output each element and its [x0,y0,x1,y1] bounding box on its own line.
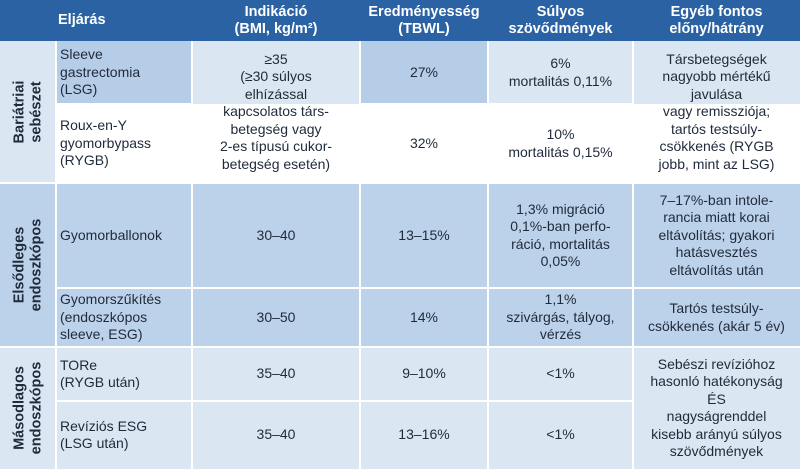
divider-tore-revesg [56,400,633,402]
divider-bariatric [0,182,800,184]
bariatric-other: Társbetegségek nagyobb mértékű javulása … [633,41,800,183]
divider-lsg-rygb-mid [360,103,633,105]
balloon-procedure: Gyomorballonok [60,226,162,243]
group-label-primary: Elsődleges endoszkópos [11,218,44,312]
tore-efficacy: 9–10% [402,365,446,382]
balloon-efficacy: 13–15% [398,226,450,243]
rygb-complications: 10% mortalitás 0,15% [488,104,633,183]
rygb-procedure: Roux-en-Y gyomorbypass (RYGB) [56,104,192,183]
tore-procedure: TORe (RYGB után) [60,356,140,391]
vline-efficacy [487,41,489,469]
bariatric-indication: ≥35 (≥30 súlyos elhízással kapcsolatos t… [192,41,360,183]
balloon-complications: 1,3% migráció 0,1%-ban perfo- ráció, mor… [510,200,611,270]
lsg-procedure: Sleeve gastrectomia (LSG) [56,41,192,104]
divider-primary [0,346,800,348]
revesg-efficacy: 13–16% [398,426,450,443]
group-label-secondary: Másodlagos endoszkópos [11,361,44,455]
lsg-efficacy: 27% [360,41,488,104]
tore-indication: 35–40 [256,365,296,382]
table-header: Eljárás Indikáció (BMI, kg/m²) Eredménye… [0,0,800,41]
vline-group [55,41,57,469]
vline-indication [359,41,361,469]
esg-other: Tartós testsúly- csökkenés (akár 5 év) [648,300,785,334]
vline-complications [632,41,634,469]
lsg-complications: 6% mortalitás 0,11% [488,41,633,104]
header-complications: Súlyos szövődmények [508,3,613,37]
esg-procedure: Gyomorszűkítés (endoszkópos sleeve, ESG) [60,291,162,343]
revesg-complications: <1% [546,426,575,443]
esg-efficacy: 14% [409,308,439,325]
group-secondary-bg [0,347,800,469]
divider-lsg-rygb-proc [56,103,192,105]
esg-complications: 1,1% szivárgás, tályog, vérzés [506,291,615,343]
divider-balloon-esg [56,287,800,289]
secondary-other: Sebészi revízióhoz hasonló hatékonyság É… [650,355,783,460]
revesg-procedure: Revíziós ESG (LSG után) [60,417,148,452]
group-primary-bg [0,183,800,347]
header-indication: Indikáció (BMI, kg/m²) [234,3,318,37]
header-procedure: Eljárás [58,12,106,28]
rygb-efficacy: 32% [360,104,488,183]
header-other: Egyéb fontos előny/hátrány [669,3,764,37]
vline-procedure [191,41,193,469]
tore-complications: <1% [546,365,575,382]
balloon-indication: 30–40 [256,226,296,243]
header-efficacy: Eredményesség (TBWL) [368,3,480,37]
group-label-bariatric: Bariátriai sebészet [11,80,44,144]
esg-indication: 30–50 [256,308,296,325]
revesg-indication: 35–40 [256,426,296,443]
balloon-other: 7–17%-ban intole- rancia miatt korai elt… [658,191,775,278]
